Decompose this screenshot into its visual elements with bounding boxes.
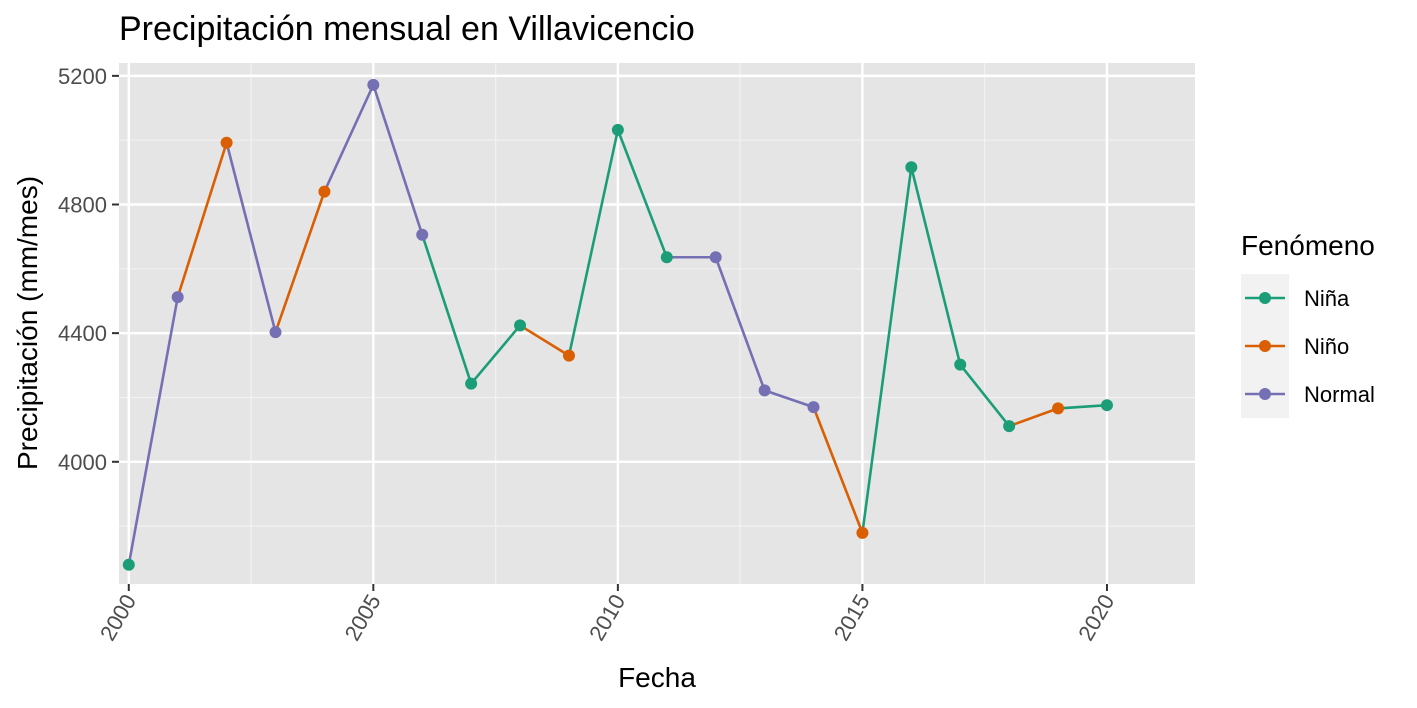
data-point xyxy=(660,251,673,264)
data-point xyxy=(514,319,527,332)
data-point xyxy=(905,161,918,174)
x-tick-label: 2015 xyxy=(829,590,875,645)
series-segment xyxy=(714,255,766,392)
data-point xyxy=(122,558,135,571)
y-tick-label: 4400 xyxy=(58,321,107,346)
x-tick-label: 2005 xyxy=(340,590,386,645)
x-axis-title: Fecha xyxy=(618,662,696,693)
data-point xyxy=(416,228,429,241)
major-gridlines xyxy=(119,63,1195,584)
legend-key-marker xyxy=(1259,388,1271,400)
series-segment xyxy=(176,141,228,299)
data-point xyxy=(1052,402,1065,415)
data-point xyxy=(856,526,869,539)
series-segment xyxy=(469,324,522,385)
series-segment xyxy=(274,190,326,334)
legend-title: Fenómeno xyxy=(1241,230,1375,261)
data-point xyxy=(465,377,478,390)
chart-title: Precipitación mensual en Villavicencio xyxy=(119,10,695,48)
series-lines xyxy=(127,83,1109,567)
series-segment xyxy=(910,165,962,366)
data-point xyxy=(1003,420,1016,433)
data-point xyxy=(758,384,771,397)
legend-label: Normal xyxy=(1304,382,1375,407)
legend-key-marker xyxy=(1259,340,1271,352)
data-point xyxy=(1100,399,1113,412)
data-point xyxy=(611,123,624,136)
series-segment xyxy=(1056,403,1109,410)
x-tick-label: 2010 xyxy=(584,590,630,645)
series-segment xyxy=(567,128,620,357)
legend: Fenómeno Niña Niño Normal xyxy=(1241,230,1375,418)
series-segment xyxy=(372,83,424,237)
x-axis: 2000 2005 2010 2015 2020 xyxy=(95,584,1119,645)
series-segment xyxy=(1007,407,1060,428)
x-tick-label: 2000 xyxy=(95,590,141,645)
data-point xyxy=(318,185,331,198)
series-segment xyxy=(323,83,375,193)
y-tick-label: 4000 xyxy=(58,450,107,475)
legend-label: Niña xyxy=(1304,286,1350,311)
y-axis: 4000 4400 4800 5200 xyxy=(58,64,119,475)
series-segment xyxy=(861,165,913,535)
series-segment xyxy=(812,405,864,535)
legend-key-marker xyxy=(1259,292,1271,304)
y-axis-title: Precipitación (mm/mes) xyxy=(12,176,43,470)
data-point xyxy=(269,326,282,339)
data-point xyxy=(807,401,820,414)
series-segment xyxy=(225,141,277,334)
data-point xyxy=(562,349,575,362)
y-tick-label: 4800 xyxy=(58,193,107,218)
data-point xyxy=(709,251,722,264)
plot-panel xyxy=(119,63,1195,584)
data-point xyxy=(367,78,380,91)
legend-label: Niño xyxy=(1304,334,1349,359)
y-tick-label: 5200 xyxy=(58,64,107,89)
series-segment xyxy=(616,128,669,259)
series-segment xyxy=(420,233,473,385)
data-point xyxy=(171,291,184,304)
series-segment xyxy=(127,295,179,567)
data-point xyxy=(220,136,233,149)
x-tick-label: 2020 xyxy=(1073,590,1119,645)
series-segment xyxy=(518,324,571,357)
data-point xyxy=(954,358,967,371)
series-segment xyxy=(763,389,815,409)
series-points xyxy=(122,78,1113,571)
series-segment xyxy=(958,363,1011,428)
